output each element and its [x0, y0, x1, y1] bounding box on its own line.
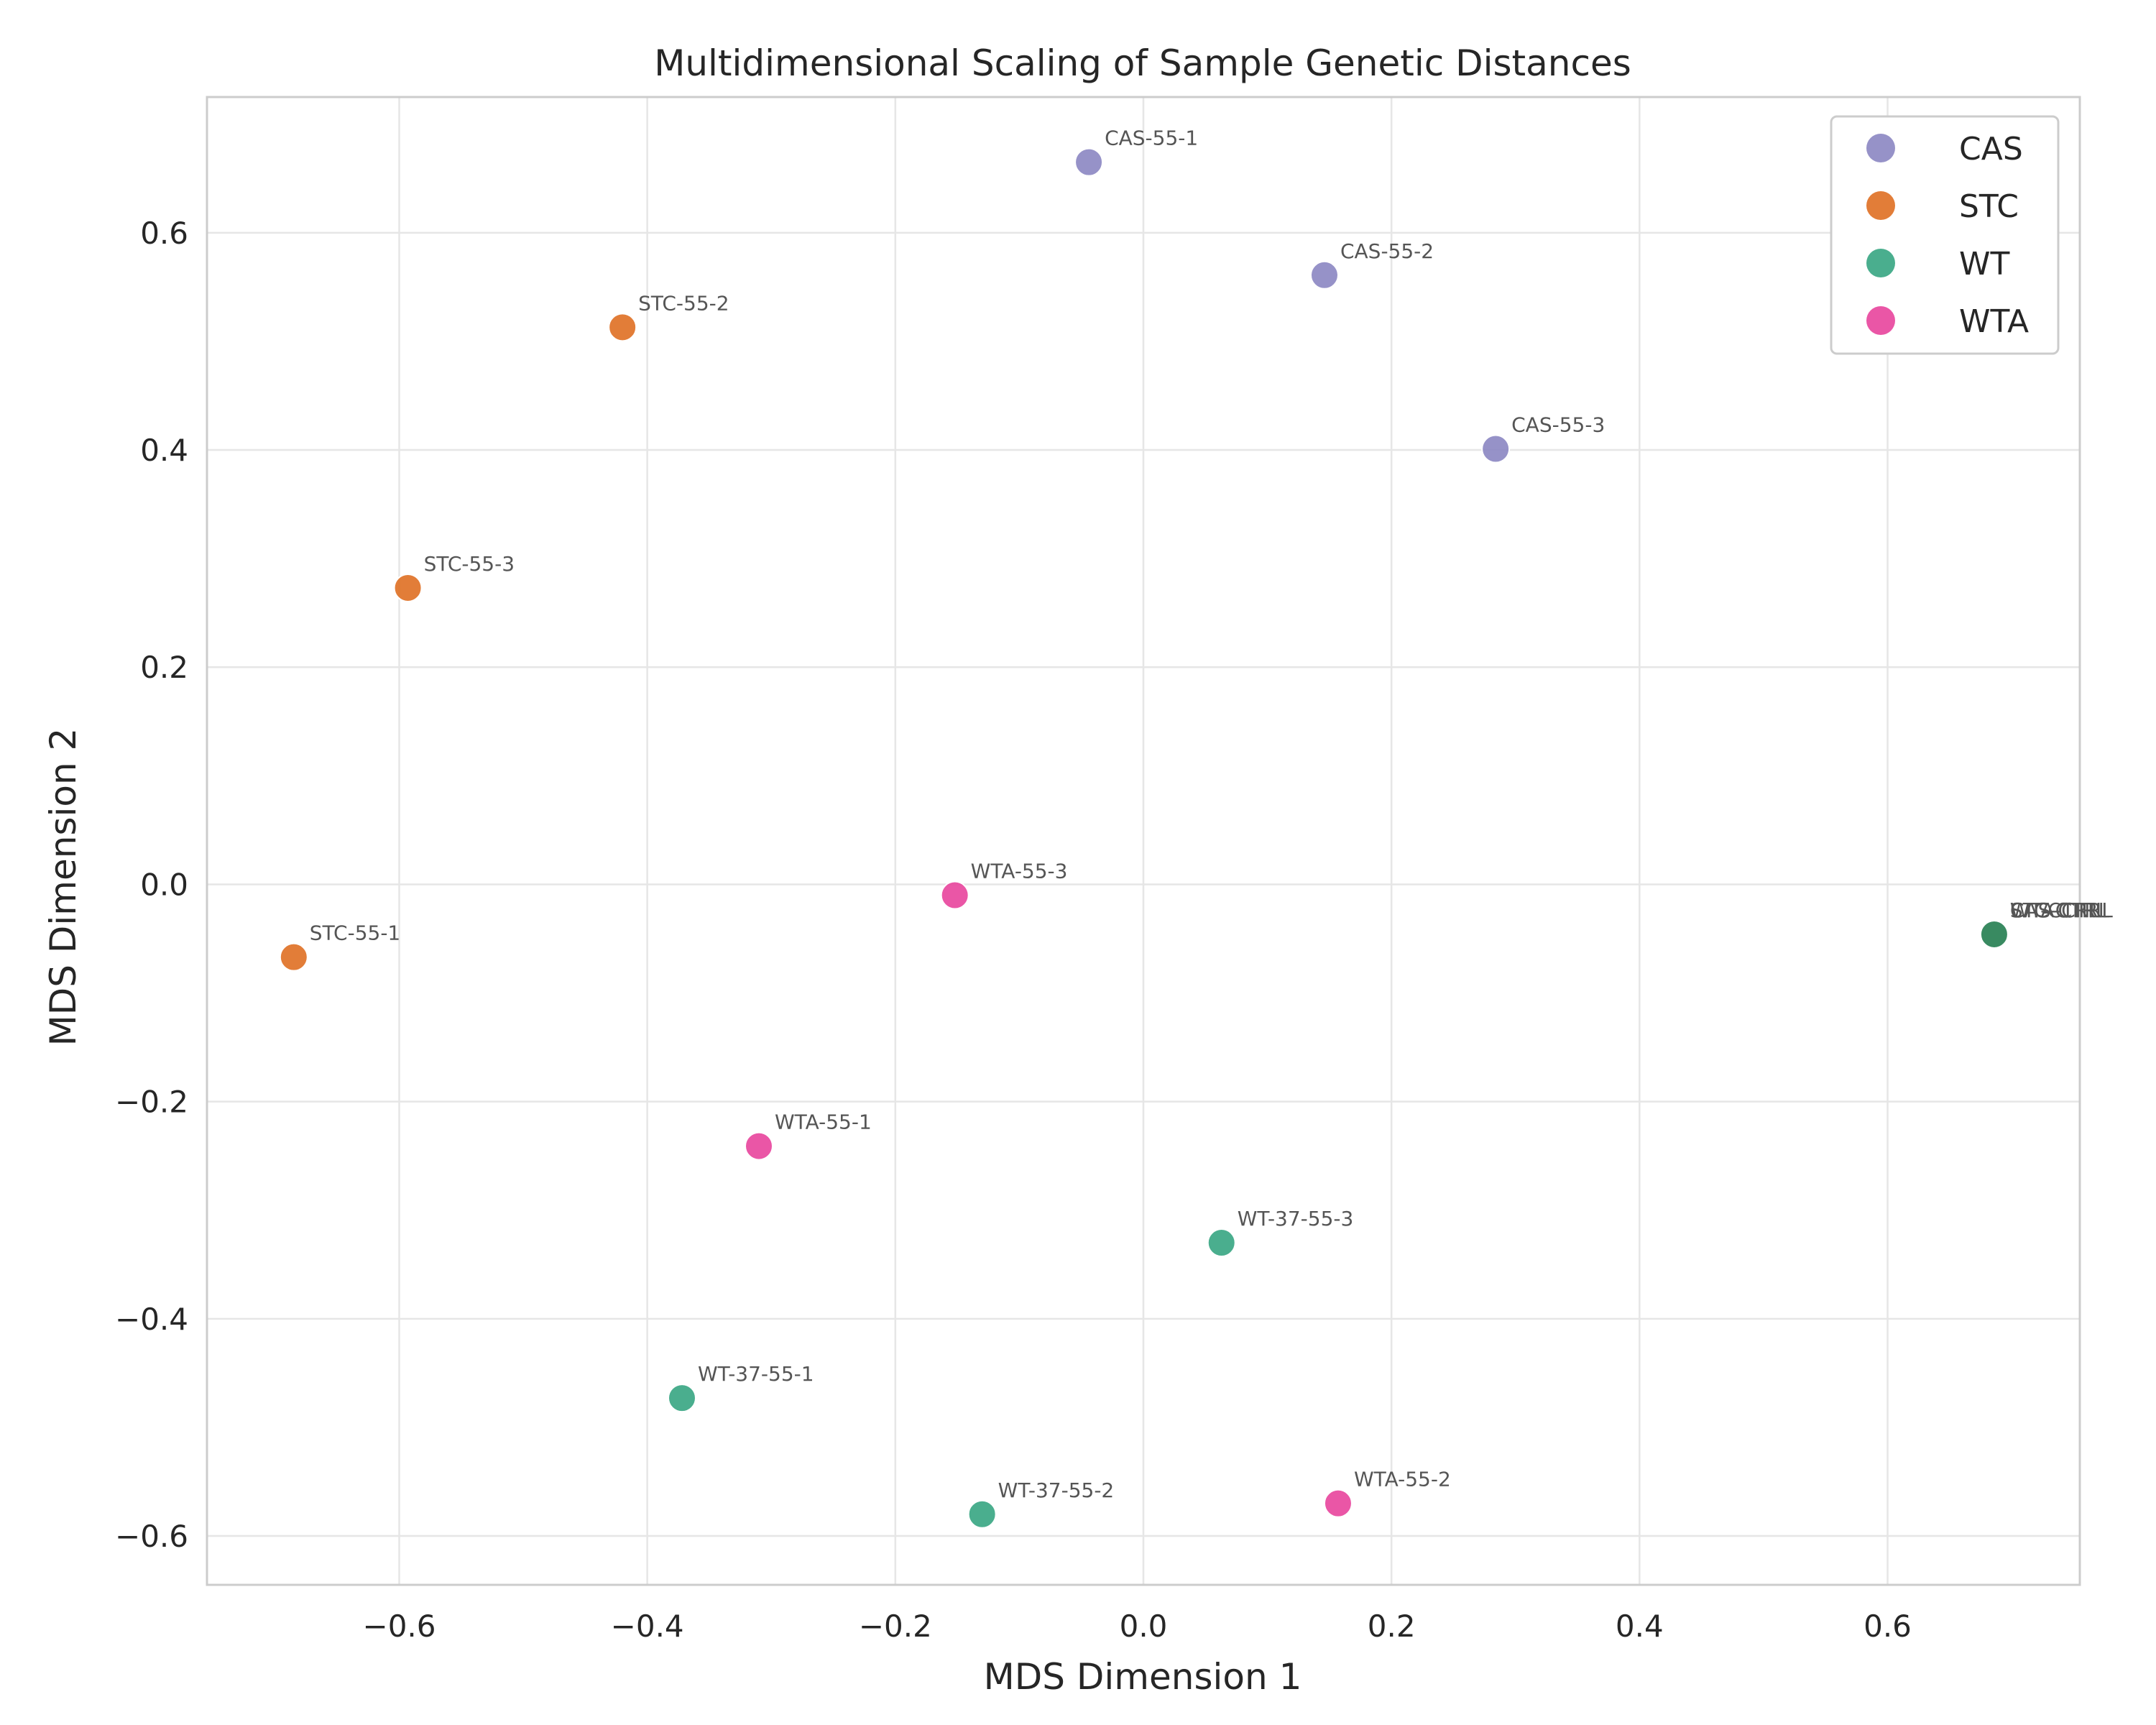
x-tick-label: 0.0	[1120, 1609, 1168, 1644]
point-label: STC-CTRL	[2010, 898, 2107, 922]
point-label: CAS-55-1	[1105, 126, 1198, 150]
legend-box	[1830, 115, 2060, 355]
data-point-wta-55-1	[744, 1131, 773, 1161]
point-labels: CAS-55-1 CAS-55-2 CAS-55-3 CAS-CTRL STC-55-2…	[310, 126, 2113, 1502]
legend-label-wta: WTA	[1959, 303, 2029, 340]
point-label: STC-55-2	[638, 291, 729, 315]
legend-label-cas: CAS	[1959, 131, 2023, 167]
data-point-stc-55-3	[393, 573, 423, 602]
data-point-wt-37-55-1	[667, 1384, 696, 1413]
x-tick-label: −0.2	[859, 1609, 932, 1644]
x-axis-label: MDS Dimension 1	[984, 1656, 1302, 1698]
x-tick-label: −0.6	[363, 1609, 436, 1644]
legend-marker-stc	[1866, 191, 1895, 220]
point-label: WT-37-55-2	[998, 1478, 1115, 1502]
data-point-wta-ctrl	[1979, 919, 2009, 949]
data-point-cas-55-3	[1481, 434, 1511, 464]
legend-label-wt: WT	[1959, 246, 2010, 282]
point-label: STC-55-3	[424, 552, 515, 576]
grid	[207, 97, 2080, 1585]
y-tick-label: 0.6	[140, 216, 188, 251]
data-point-wta-55-3	[940, 880, 969, 910]
data-points	[279, 147, 2009, 1529]
axis-ticks: −0.6 −0.4 −0.2 0.0 0.2 0.4 0.6 −0.6 −0.4 −0.2 0.0 0…	[115, 216, 1912, 1644]
chart-title: Multidimensional Scaling of Sample Genet…	[654, 42, 1631, 84]
data-point-wt-37-55-3	[1207, 1228, 1236, 1258]
point-label: WTA-CTRL	[2010, 898, 2113, 922]
legend-marker-wt	[1866, 249, 1895, 277]
y-tick-label: 0.0	[140, 867, 188, 902]
point-label: WTA-55-1	[775, 1110, 872, 1134]
point-label: WTA-55-3	[971, 860, 1068, 883]
y-tick-label: 0.2	[140, 650, 188, 685]
data-point-wt-37-55-2	[967, 1499, 997, 1529]
y-tick-label: −0.6	[115, 1519, 188, 1554]
legend-label-stc: STC	[1959, 188, 2019, 225]
data-point-stc-55-2	[608, 313, 637, 342]
point-label: WT-37-55-3	[1238, 1207, 1354, 1230]
legend-marker-cas	[1866, 134, 1895, 162]
x-tick-label: 0.4	[1616, 1609, 1664, 1644]
legend: CAS STC WT WTA	[1830, 115, 2060, 355]
data-point-cas-55-1	[1074, 147, 1104, 177]
x-tick-label: 0.2	[1368, 1609, 1416, 1644]
x-tick-label: −0.4	[611, 1609, 684, 1644]
y-tick-label: −0.4	[115, 1302, 188, 1337]
y-axis-label: MDS Dimension 2	[42, 728, 84, 1046]
point-label: STC-55-1	[310, 921, 400, 945]
plot-frame	[206, 96, 2081, 1586]
point-label: CAS-CTRL	[2010, 898, 2110, 922]
point-label: WT-CTRL	[2010, 898, 2099, 922]
point-label: WT-37-55-1	[698, 1362, 814, 1386]
legend-marker-wta	[1866, 306, 1895, 335]
y-tick-label: 0.4	[140, 433, 188, 468]
x-tick-label: 0.6	[1864, 1609, 1912, 1644]
data-point-cas-55-2	[1309, 260, 1339, 290]
data-point-wta-55-2	[1323, 1489, 1353, 1518]
point-label: CAS-55-2	[1340, 239, 1434, 263]
y-tick-label: −0.2	[115, 1085, 188, 1120]
point-label: WTA-55-2	[1354, 1468, 1451, 1491]
data-point-stc-55-1	[279, 942, 308, 972]
point-label: CAS-55-3	[1511, 413, 1605, 437]
